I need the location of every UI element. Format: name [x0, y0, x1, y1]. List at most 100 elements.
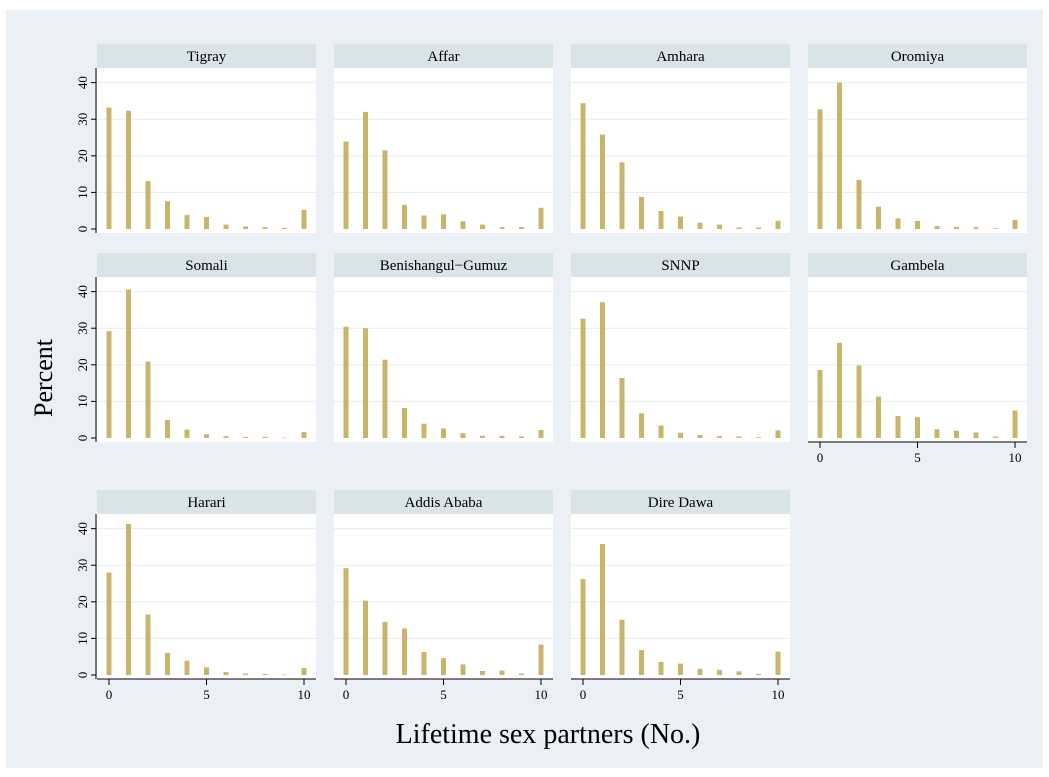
panel-amhara: Amhara [571, 44, 790, 233]
bar [402, 204, 407, 229]
bar [895, 218, 901, 229]
bar [165, 201, 170, 229]
bar [973, 432, 979, 438]
bar [736, 436, 742, 438]
bar [382, 150, 388, 229]
bar [145, 614, 151, 675]
bar [441, 428, 446, 438]
bar [538, 644, 544, 675]
panels: Tigray 0 10 20 30 40 Affar Amhara Oromiya Somali 0… [75, 44, 1027, 702]
panel-plot-area [97, 514, 316, 679]
panel-header [571, 253, 790, 277]
bar [519, 436, 524, 438]
panel-title: Affar [427, 49, 459, 65]
bar [580, 579, 586, 675]
bar [126, 523, 131, 675]
bar [619, 377, 625, 438]
y-tick-label: 0 [75, 435, 90, 442]
bar [717, 436, 722, 438]
bar [204, 216, 209, 229]
bar [697, 668, 703, 675]
bar [243, 436, 248, 438]
bar [697, 222, 703, 229]
bar [499, 227, 505, 229]
bar [223, 436, 229, 438]
bar [658, 425, 664, 438]
y-tick-label: 0 [75, 226, 90, 233]
bar [973, 227, 979, 229]
panel-header [571, 490, 790, 514]
bar [223, 224, 229, 229]
panel-tigray: Tigray 0 10 20 30 40 [75, 44, 316, 233]
panel-plot-area [808, 277, 1027, 442]
x-tick-label: 10 [1009, 450, 1022, 465]
y-tick-label: 10 [75, 395, 90, 408]
bar [382, 359, 388, 438]
bar [343, 568, 349, 675]
x-tick-label: 5 [914, 450, 921, 465]
panel-gambela: Gambela 0 5 10 [808, 253, 1027, 465]
x-tick-label: 10 [772, 687, 785, 702]
panel-harari: Harari 0 10 20 30 40 0 5 10 [75, 490, 316, 702]
bar [460, 664, 466, 675]
bar [460, 221, 466, 229]
panel-plot-area [97, 277, 316, 442]
bar [282, 437, 287, 439]
bar [876, 396, 881, 438]
bar [243, 226, 248, 229]
panel-title: Somali [185, 258, 228, 274]
y-tick-label: 10 [75, 632, 90, 645]
bar [580, 103, 586, 229]
bar [343, 326, 349, 438]
panel-plot-area [334, 68, 553, 233]
x-tick-label: 0 [817, 450, 824, 465]
y-tick-label: 30 [75, 559, 90, 572]
bar [106, 107, 112, 229]
panel-header [97, 490, 316, 514]
bar [678, 216, 683, 229]
bar [301, 668, 307, 675]
bar [915, 417, 920, 438]
bar [1012, 219, 1018, 229]
bar [639, 196, 644, 229]
bar [717, 669, 722, 675]
bar [421, 651, 427, 675]
bar [106, 331, 112, 438]
bar [658, 211, 664, 229]
panel-title: Gambela [890, 258, 944, 274]
panel-plot-area [571, 514, 790, 679]
bar [363, 328, 368, 438]
bar [1012, 410, 1018, 438]
panel-title: SNNP [661, 258, 699, 274]
bar [402, 407, 407, 438]
panel-plot-area [334, 514, 553, 679]
bar [262, 436, 268, 438]
panel-title: Tigray [187, 49, 227, 65]
bar [262, 227, 268, 229]
bar [363, 111, 368, 229]
bar [600, 302, 605, 438]
panel-dire-dawa: Dire Dawa 0 5 10 [571, 490, 790, 702]
y-tick-label: 20 [75, 595, 90, 608]
bar [993, 228, 998, 229]
bar [184, 660, 190, 675]
bar [165, 420, 170, 438]
bar [856, 365, 862, 438]
panel-header [808, 253, 1027, 277]
x-tick-label: 5 [677, 687, 684, 702]
bar [538, 429, 544, 438]
bar [639, 413, 644, 438]
x-tick-label: 0 [580, 687, 587, 702]
bar [519, 227, 524, 229]
bar [954, 226, 959, 229]
bar [736, 227, 742, 229]
panel-title: Harari [187, 495, 225, 511]
bar [165, 653, 170, 675]
bar [460, 433, 466, 438]
panel-oromiya: Oromiya [808, 44, 1027, 233]
bar [775, 651, 781, 675]
bar [876, 206, 881, 229]
bar [499, 670, 505, 675]
